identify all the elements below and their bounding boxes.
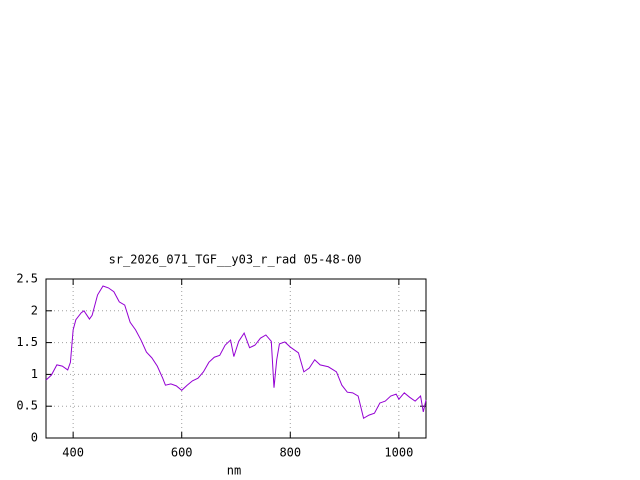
y-tick-label: 0.5	[16, 399, 38, 413]
data-line	[45, 285, 427, 420]
x-tick-label: 800	[279, 446, 301, 460]
x-tick-label: 400	[62, 446, 84, 460]
plot-frame	[45, 278, 427, 439]
chart-title: sr_2026_071_TGF__y03_r_rad 05-48-00	[109, 253, 362, 267]
y-tick-label: 0	[31, 431, 38, 445]
y-tick-label: 2.5	[16, 272, 38, 286]
y-tick-label: 1.5	[16, 335, 38, 349]
x-tick-label: 600	[171, 446, 193, 460]
x-axis-label: nm	[227, 464, 241, 478]
y-tick-label: 2	[31, 303, 38, 317]
y-tick-label: 1	[31, 367, 38, 381]
x-tick-label: 1000	[384, 446, 413, 460]
